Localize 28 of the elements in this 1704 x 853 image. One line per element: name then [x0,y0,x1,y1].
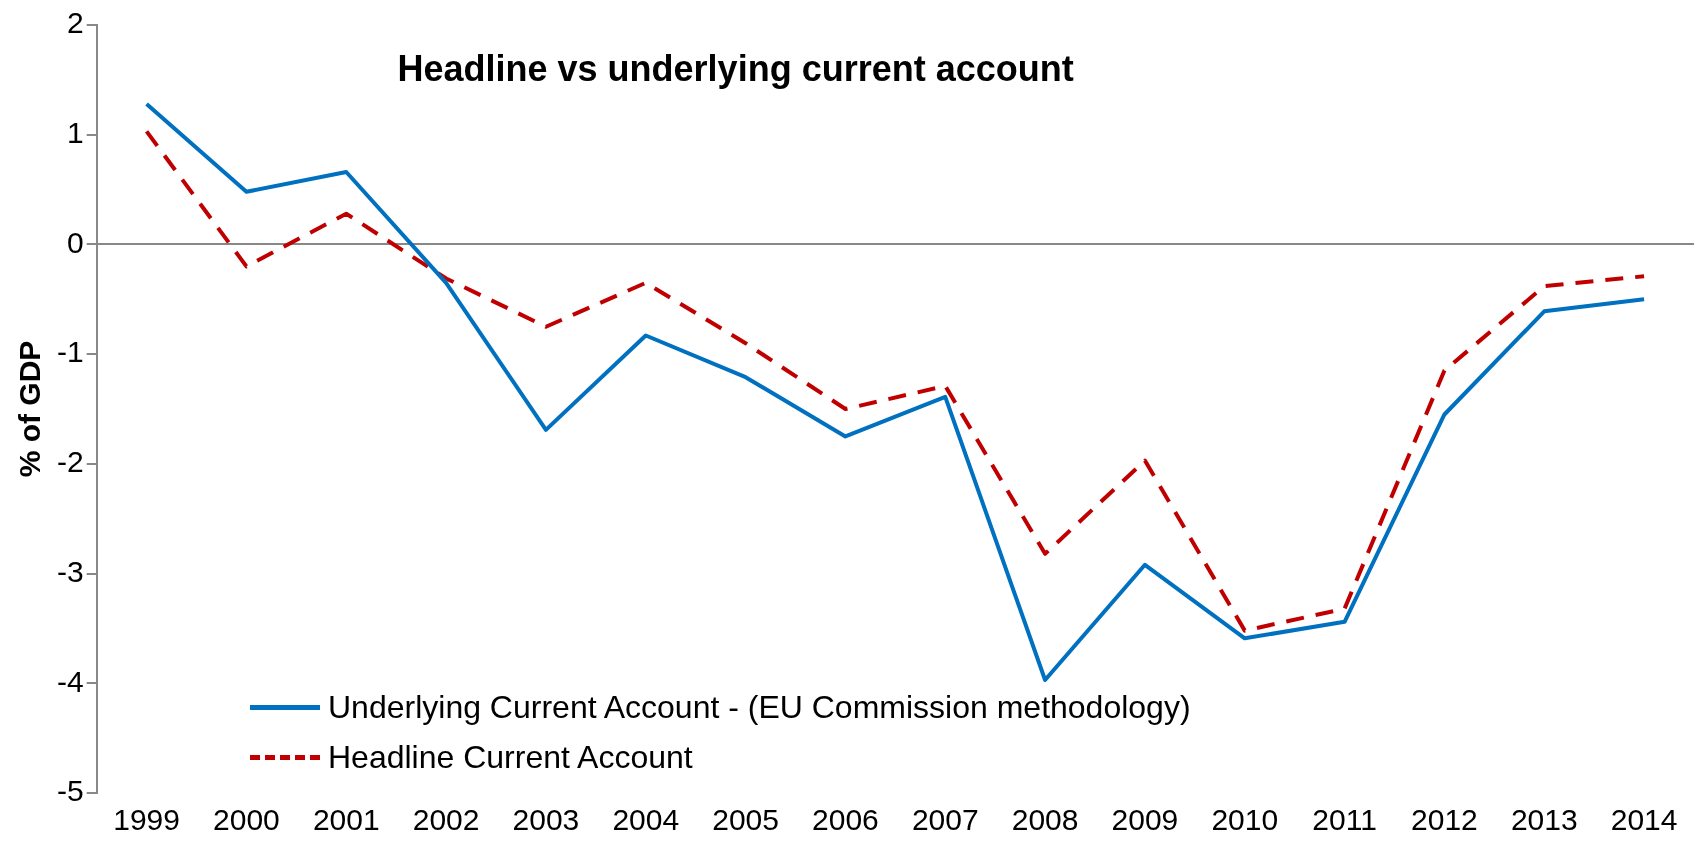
y-axis-title: % of GDP [13,340,47,478]
y-tick-label: -3 [56,554,84,588]
y-tick-label: 1 [66,115,84,149]
legend-label: Headline Current Account [328,738,693,776]
x-tick-label: 2002 [412,803,480,837]
x-tick-label: 2001 [312,803,380,837]
x-tick-label: 2007 [911,803,979,837]
x-tick-label: 2010 [1211,803,1279,837]
y-tick-label: -1 [56,335,84,369]
y-tick-label: -5 [56,774,84,808]
x-tick-label: 2014 [1610,803,1678,837]
legend-label: Underlying Current Account - (EU Commission methodology) [328,688,1191,726]
x-tick-label: 1999 [113,803,180,837]
y-tick-label: 2 [66,6,84,40]
x-tick-label: 2012 [1411,803,1478,837]
x-tick-label: 2008 [1011,803,1079,837]
x-tick-label: 2011 [1312,803,1377,837]
x-tick-label: 2006 [812,803,879,837]
x-tick-label: 2004 [612,803,680,837]
y-tick-label: -2 [56,445,84,479]
x-tick-label: 2003 [512,803,580,837]
y-tick-label: -4 [56,664,84,698]
x-tick-label: 2000 [213,803,280,837]
text: Headline vs underlying current account [397,47,1074,89]
y-tick-label: 0 [66,225,84,259]
x-tick-label: 2005 [712,803,779,837]
x-tick-label: 2013 [1510,803,1578,837]
x-tick-label: 2009 [1111,803,1179,837]
